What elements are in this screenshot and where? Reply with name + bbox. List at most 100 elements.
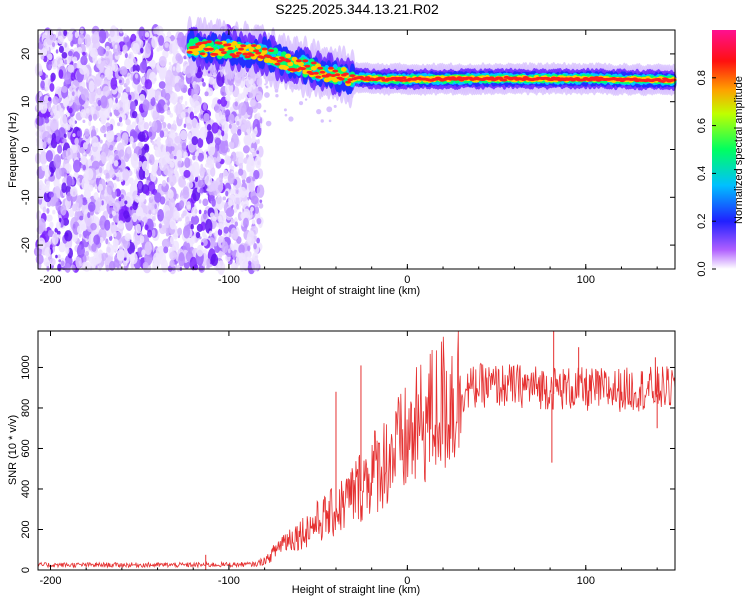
noise-blob xyxy=(122,98,131,113)
signal-band-segment xyxy=(186,50,193,54)
noise-blob xyxy=(140,47,144,54)
noise-blob xyxy=(87,158,92,167)
noise-blob xyxy=(164,92,171,101)
noise-blob xyxy=(37,41,44,50)
noise-blob xyxy=(45,175,49,180)
noise-blob xyxy=(103,133,107,138)
signal-band-segment xyxy=(208,47,215,51)
noise-blob xyxy=(200,221,206,231)
noise-blob xyxy=(94,185,98,189)
noise-blob xyxy=(265,120,272,127)
signal-band-segment xyxy=(268,49,275,53)
signal-band-segment xyxy=(304,64,311,68)
noise-blob xyxy=(41,48,48,56)
noise-blob xyxy=(223,226,229,234)
noise-blob xyxy=(245,138,249,144)
noise-blob xyxy=(185,112,189,117)
signal-band-segment xyxy=(501,78,508,82)
noise-blob xyxy=(166,110,171,116)
noise-blob xyxy=(44,228,47,232)
noise-blob xyxy=(173,155,177,160)
signal-band-segment xyxy=(259,55,266,59)
snr-frame xyxy=(37,330,676,571)
noise-blob xyxy=(67,33,73,40)
noise-blob xyxy=(169,217,177,230)
noise-blob xyxy=(35,253,44,265)
noise-blob xyxy=(95,105,101,111)
noise-blob xyxy=(326,106,333,113)
snr-y-tick-label: 600 xyxy=(20,439,32,457)
noise-blob xyxy=(159,56,167,67)
noise-blob xyxy=(123,153,130,163)
noise-blob xyxy=(252,151,257,157)
noise-blob xyxy=(246,230,256,246)
noise-blob xyxy=(122,44,128,55)
noise-blob xyxy=(209,212,215,218)
noise-blob xyxy=(222,196,227,201)
noise-blob xyxy=(65,246,70,255)
noise-blob xyxy=(227,248,231,254)
noise-blob xyxy=(111,189,117,199)
noise-blob xyxy=(169,99,173,103)
signal-band-segment xyxy=(302,59,309,63)
noise-blob xyxy=(218,250,223,258)
noise-blob xyxy=(117,85,123,94)
noise-blob xyxy=(51,232,59,245)
noise-blob xyxy=(126,72,132,80)
noise-blob xyxy=(165,232,170,237)
noise-blob xyxy=(304,98,308,101)
signal-band-segment xyxy=(285,53,292,59)
colorbar-title: Normalized spectral amplitude xyxy=(733,76,745,224)
noise-blob xyxy=(46,214,53,222)
noise-blob xyxy=(75,256,82,269)
noise-blob xyxy=(83,197,87,203)
noise-blob xyxy=(180,195,184,199)
noise-blob xyxy=(44,246,51,258)
noise-blob xyxy=(238,168,244,176)
noise-blob xyxy=(206,258,211,265)
noise-blob xyxy=(258,202,264,209)
noise-blob xyxy=(237,128,242,136)
noise-blob xyxy=(134,73,139,79)
noise-blob xyxy=(190,235,196,245)
noise-blob xyxy=(173,210,180,221)
signal-band-segment xyxy=(659,79,666,83)
noise-blob xyxy=(129,129,136,139)
noise-blob xyxy=(245,90,249,95)
noise-blob xyxy=(124,52,128,59)
noise-blob xyxy=(238,155,244,165)
noise-blob xyxy=(206,124,212,131)
noise-blob xyxy=(149,95,153,99)
spectrogram-y-axis-title: Frequency (Hz) xyxy=(7,112,19,188)
noise-blob xyxy=(156,102,162,113)
noise-blob xyxy=(58,69,64,79)
spectrogram-noise-field xyxy=(33,23,338,275)
noise-blob xyxy=(132,141,137,150)
signal-band-segment xyxy=(193,45,200,49)
noise-blob xyxy=(93,258,97,266)
noise-blob xyxy=(58,217,62,223)
noise-blob xyxy=(79,27,84,35)
noise-blob xyxy=(42,206,47,213)
noise-blob xyxy=(174,82,182,93)
snr-y-tick-label: 200 xyxy=(20,520,32,538)
noise-blob xyxy=(38,71,43,76)
noise-blob xyxy=(205,130,214,145)
noise-blob xyxy=(132,58,137,63)
noise-blob xyxy=(298,101,304,106)
noise-blob xyxy=(316,109,322,115)
noise-blob xyxy=(82,261,91,272)
signal-band-segment xyxy=(317,66,324,70)
noise-blob xyxy=(52,104,57,114)
signal-band-segment xyxy=(334,73,341,77)
noise-blob xyxy=(65,232,69,237)
noise-blob xyxy=(45,84,50,92)
noise-blob xyxy=(115,97,118,104)
signal-band-segment xyxy=(340,67,347,72)
noise-blob xyxy=(139,61,147,74)
noise-blob xyxy=(40,80,45,89)
noise-blob xyxy=(58,241,66,253)
signal-band-segment xyxy=(261,47,268,51)
noise-blob xyxy=(229,163,233,170)
noise-blob xyxy=(210,180,219,191)
